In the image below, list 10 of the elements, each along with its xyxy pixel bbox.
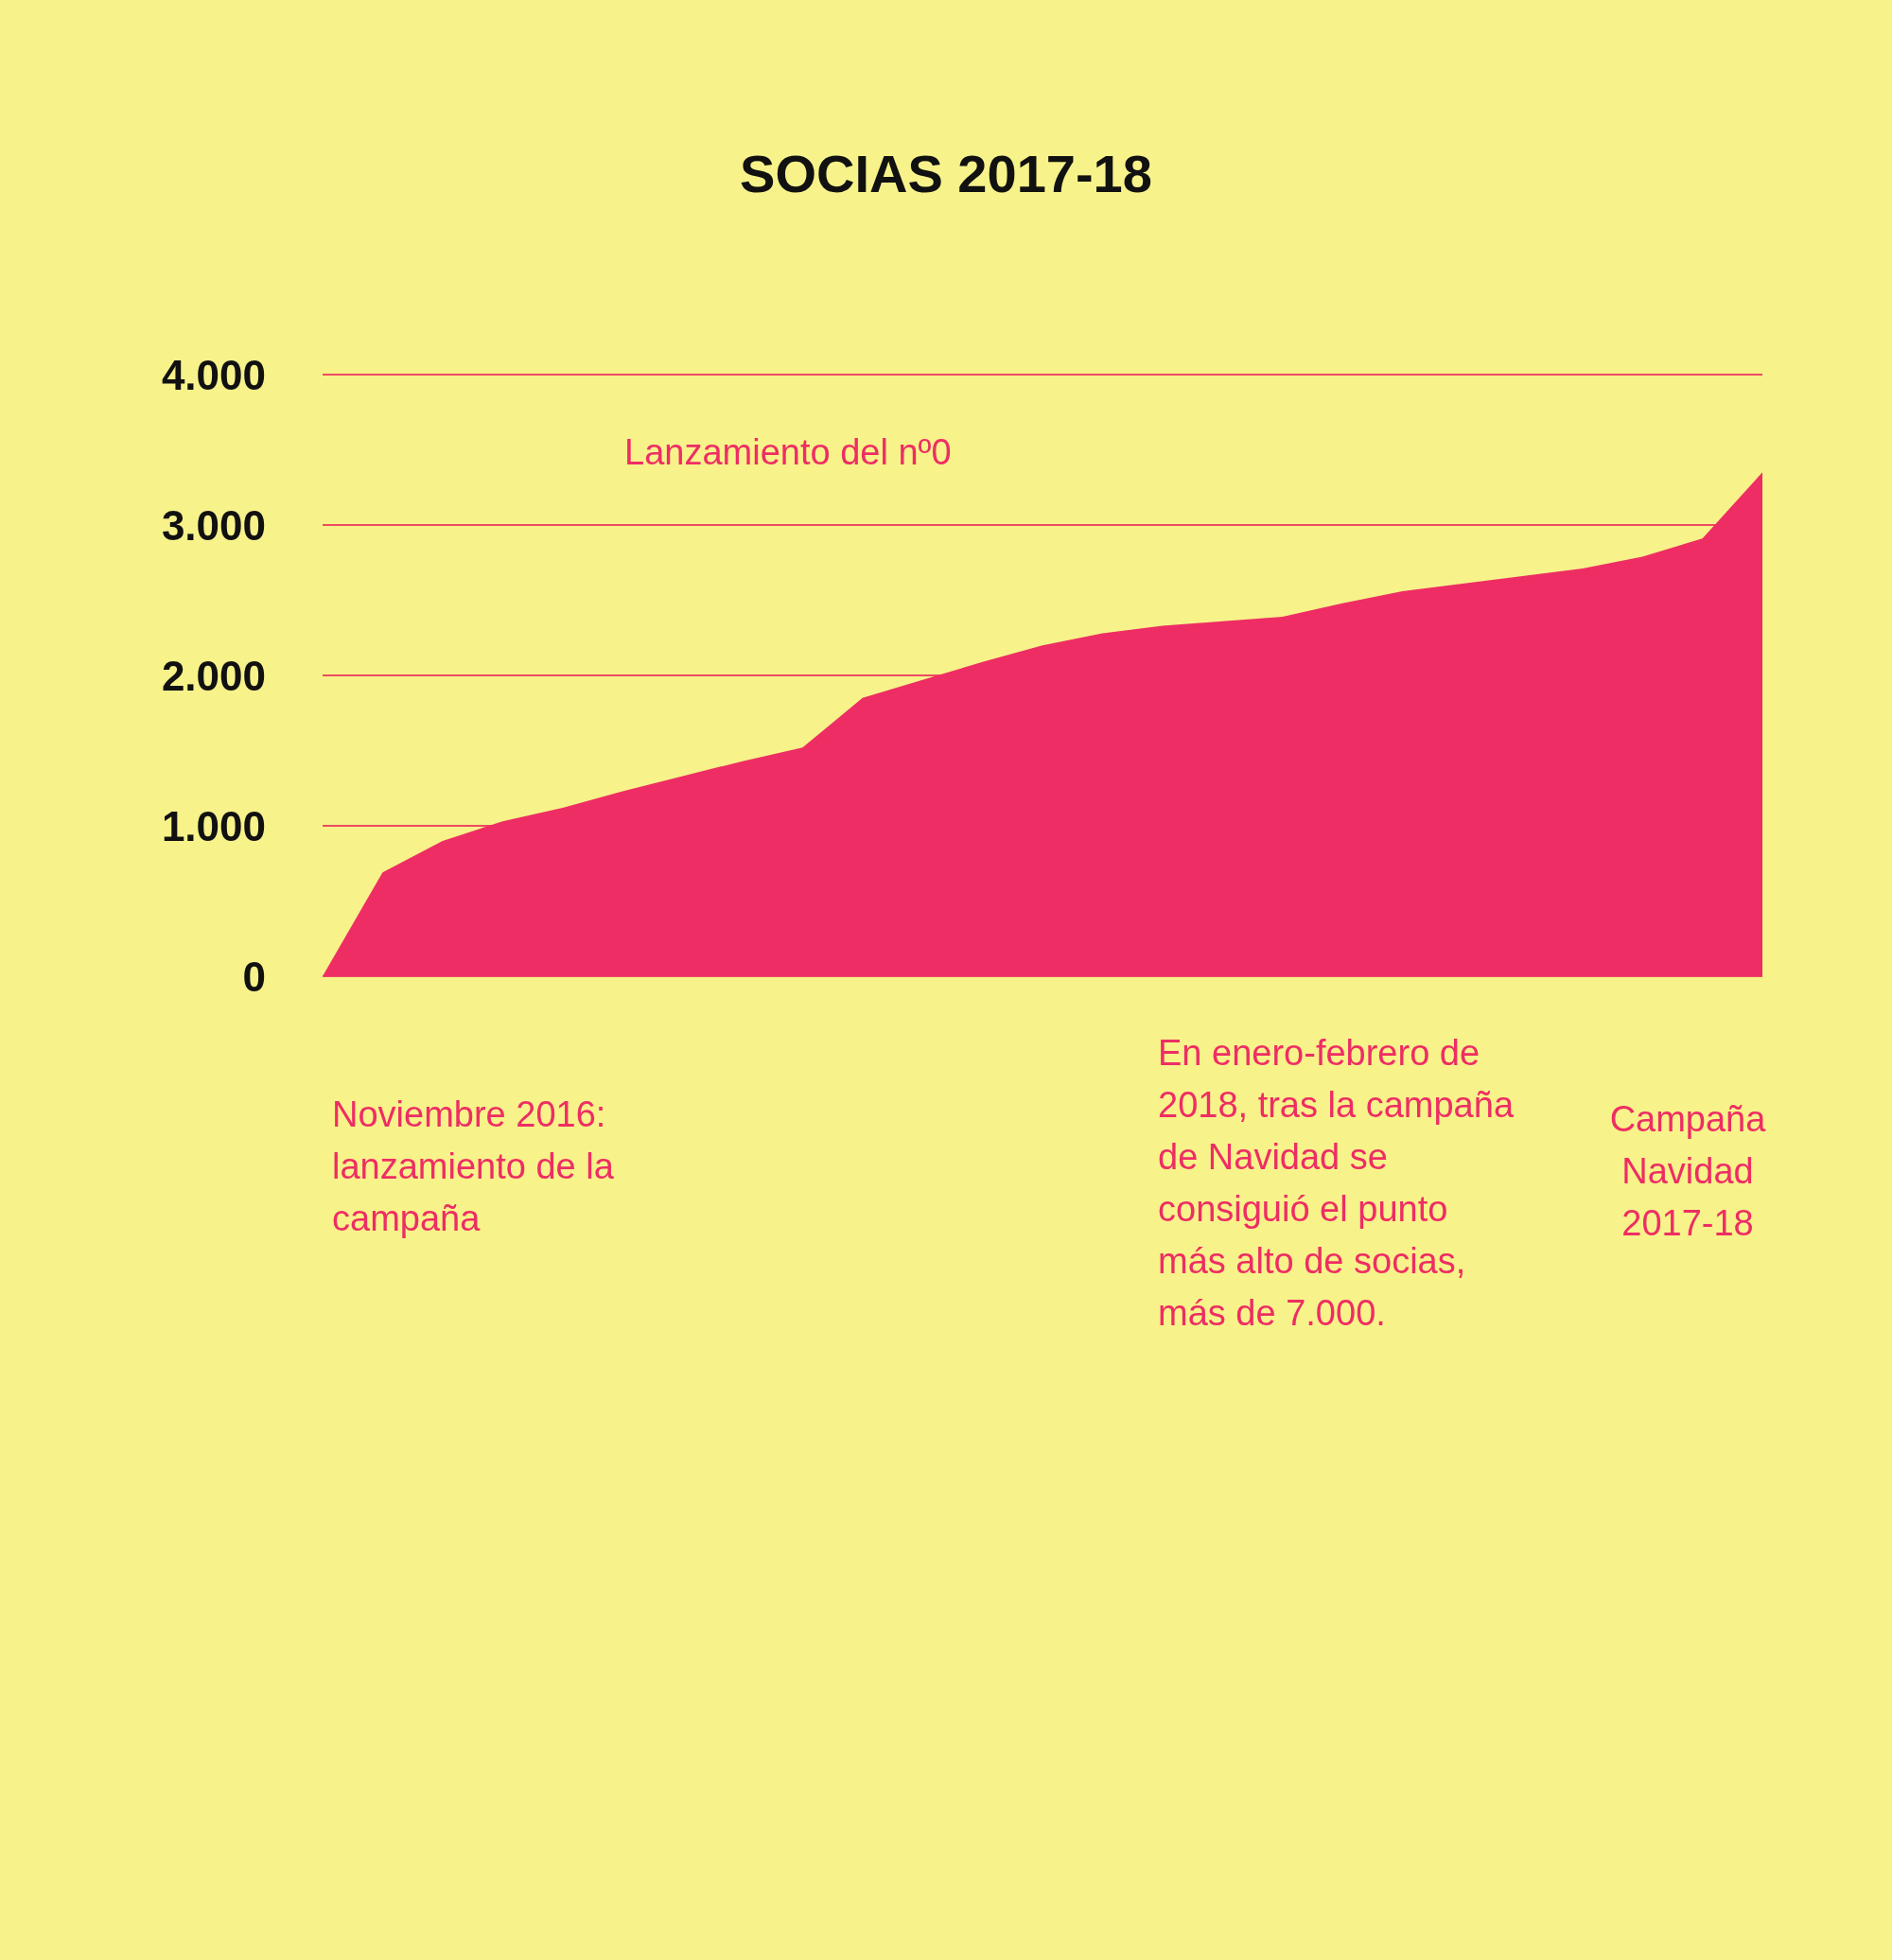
y-tick-label: 3.000 — [161, 501, 266, 549]
y-tick-label: 0 — [242, 953, 266, 1000]
text: En enero-febrero de 2018, tras la campaña de Navidad se consiguió el punto más alto de socias, más de 7.000. — [1158, 1032, 1515, 1333]
chart-title: SOCIAS 2017-18 — [740, 143, 1152, 203]
text: Noviembre 2016: lanzamiento de la campaña — [332, 1094, 615, 1238]
y-tick-label: 4.000 — [161, 351, 266, 398]
annotation: Lanzamiento del nº0 — [624, 431, 952, 472]
y-tick-label: 1.000 — [161, 802, 266, 849]
text: Campaña Navidad 2017-18 — [1609, 1098, 1767, 1243]
y-tick-label: 2.000 — [161, 652, 266, 699]
